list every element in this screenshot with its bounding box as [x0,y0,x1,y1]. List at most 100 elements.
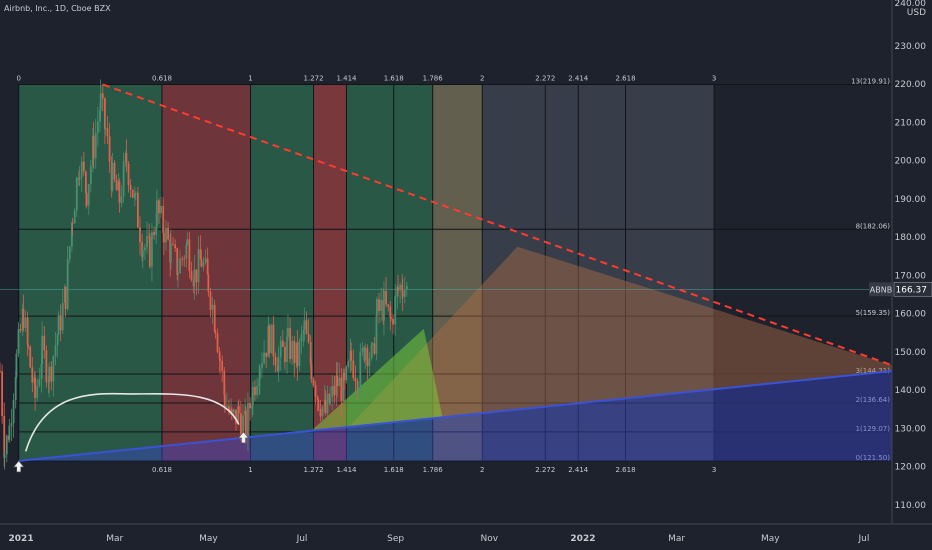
price-tick-label: 180.00 [895,233,927,243]
price-tick-label: 170.00 [895,271,927,281]
candle-body [38,379,41,386]
candle-body [293,340,296,364]
candle-body [310,364,313,380]
fib-zone-label-bottom: 2 [480,466,484,474]
candle-body [235,409,237,424]
candle-body [389,306,392,318]
fib-zone [250,84,314,461]
candle-body [213,304,216,332]
candle-body [309,341,312,365]
candle-body [193,269,196,287]
candle-body [258,368,261,380]
fib-zone [545,84,579,461]
candle-body [122,161,125,197]
candle-body [170,243,172,263]
candle-body [331,385,334,397]
time-tick-label: Jul [857,534,869,544]
candle-body [403,289,406,297]
candle-body [399,284,402,291]
fib-zone-label-top: 2.272 [535,74,555,82]
candle-body [329,396,332,404]
candle-body [118,181,121,203]
candle-body [66,259,69,309]
candle-body [380,299,383,312]
candle-body [390,317,392,319]
price-tick-label: 120.00 [895,463,927,473]
candle-body [258,379,261,386]
price-tick-label: 140.00 [895,386,927,396]
candle-body [99,93,102,111]
candles [0,79,408,470]
candle-body [303,320,306,330]
price-tick-label: 210.00 [895,118,927,128]
candle-body [12,400,15,424]
candle-body [267,326,270,357]
candle-body [345,366,348,381]
candle-body [244,410,247,438]
candle-body [47,382,50,383]
candle-body [29,346,32,368]
fib-zone-label-top: 2.618 [616,74,636,82]
candle-body [274,356,277,366]
candle-body [185,244,188,259]
candle-body [41,335,44,365]
candle-body [247,402,249,438]
candle-body [319,408,322,417]
candle-body [115,179,118,191]
candle-body [296,342,299,366]
candle-body [174,244,177,249]
candle-body [251,387,254,406]
candle-body [232,409,235,413]
candle-body [92,135,95,159]
candle-body [186,239,189,245]
fib-price-label: 8(182.06) [856,222,891,230]
candle-body [188,239,191,272]
fib-price-label: 1(129.07) [856,425,891,433]
candle-body [162,205,165,234]
candle-body [52,356,55,382]
candle-body [291,340,294,359]
fib-zone-label-bottom: 3 [712,466,716,474]
fib-zone-label-top: 3 [712,74,716,82]
fib-zone-label-bottom: 1 [248,466,252,474]
candle-body [392,318,394,325]
candle-body [394,295,397,325]
candle-body [223,395,226,407]
candle-body [401,290,404,297]
fib-price-label: 3(144.21) [856,367,891,375]
candle-body [228,406,230,412]
fib-zone [161,84,251,461]
candle-body [125,153,128,164]
candle-body [131,189,134,198]
candle-body [314,385,317,397]
candle-body [237,406,240,424]
candle-body [26,317,29,345]
candle-body [190,271,193,281]
arrow-up-icon [237,431,250,444]
candle-body [289,328,291,359]
candle-body [59,315,62,331]
candle-body [179,258,181,274]
price-tick-label: 150.00 [895,348,927,358]
candle-body [50,366,53,382]
candle-body [172,243,174,245]
candle-body [209,291,212,310]
time-tick-label: Mar [106,534,123,544]
candle-body [148,236,151,267]
last-price-value-badge [893,281,932,297]
fib-zone-label-bottom: 2.272 [535,466,555,474]
fib-price-label: 5(159.35) [856,309,891,317]
candle-body [129,185,132,190]
candle-body [263,352,265,364]
fib-price-label: 13(219.91) [851,77,890,85]
candle-body [200,259,203,267]
candle-body [221,360,224,371]
fib-zone-label-top: 1.618 [384,74,404,82]
fib-zone-label-top: 1 [248,74,252,82]
candle-body [298,341,301,366]
fib-zone-label-top: 0.618 [152,74,172,82]
fib-price-levels: 13(219.91) 8(182.06) 5(159.35) 3(144.21) 2(1… [18,77,892,462]
fib-zone-label-bottom: 2.414 [568,466,589,474]
candle-body [54,345,57,357]
